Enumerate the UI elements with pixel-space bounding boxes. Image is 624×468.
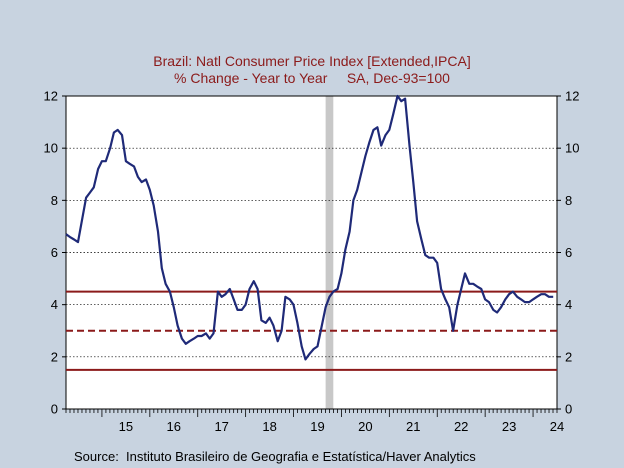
y-tick-label-left: 6 bbox=[51, 245, 58, 260]
x-tick-label: 16 bbox=[167, 419, 181, 434]
source-note: Source: Instituto Brasileiro de Geografi… bbox=[74, 449, 476, 464]
x-tick-label: 22 bbox=[454, 419, 468, 434]
y-tick-label-right: 6 bbox=[565, 245, 572, 260]
x-tick-label: 18 bbox=[262, 419, 276, 434]
y-tick-label-right: 10 bbox=[565, 141, 579, 156]
x-tick-label: 21 bbox=[406, 419, 420, 434]
y-tick-label-left: 4 bbox=[51, 297, 58, 312]
x-tick-label: 17 bbox=[214, 419, 228, 434]
x-tick-label: 23 bbox=[502, 419, 516, 434]
y-tick-label-left: 2 bbox=[51, 349, 58, 364]
y-tick-label-left: 12 bbox=[44, 89, 58, 104]
y-tick-label-left: 0 bbox=[51, 402, 58, 417]
y-tick-label-left: 10 bbox=[44, 141, 58, 156]
x-tick-label: 24 bbox=[550, 419, 564, 434]
y-tick-label-right: 4 bbox=[565, 297, 572, 312]
y-tick-label-right: 2 bbox=[565, 349, 572, 364]
chart-title: Brazil: Natl Consumer Price Index [Exten… bbox=[153, 53, 470, 69]
x-tick-label: 15 bbox=[119, 419, 133, 434]
x-tick-label: 19 bbox=[310, 419, 324, 434]
x-tick-label: 20 bbox=[358, 419, 372, 434]
y-tick-label-right: 8 bbox=[565, 193, 572, 208]
y-tick-label-right: 12 bbox=[565, 89, 579, 104]
y-tick-label-left: 8 bbox=[51, 193, 58, 208]
y-tick-label-right: 0 bbox=[565, 402, 572, 417]
chart-subtitle: % Change - Year to Year SA, Dec-93=100 bbox=[174, 70, 450, 86]
series-line bbox=[65, 94, 554, 361]
